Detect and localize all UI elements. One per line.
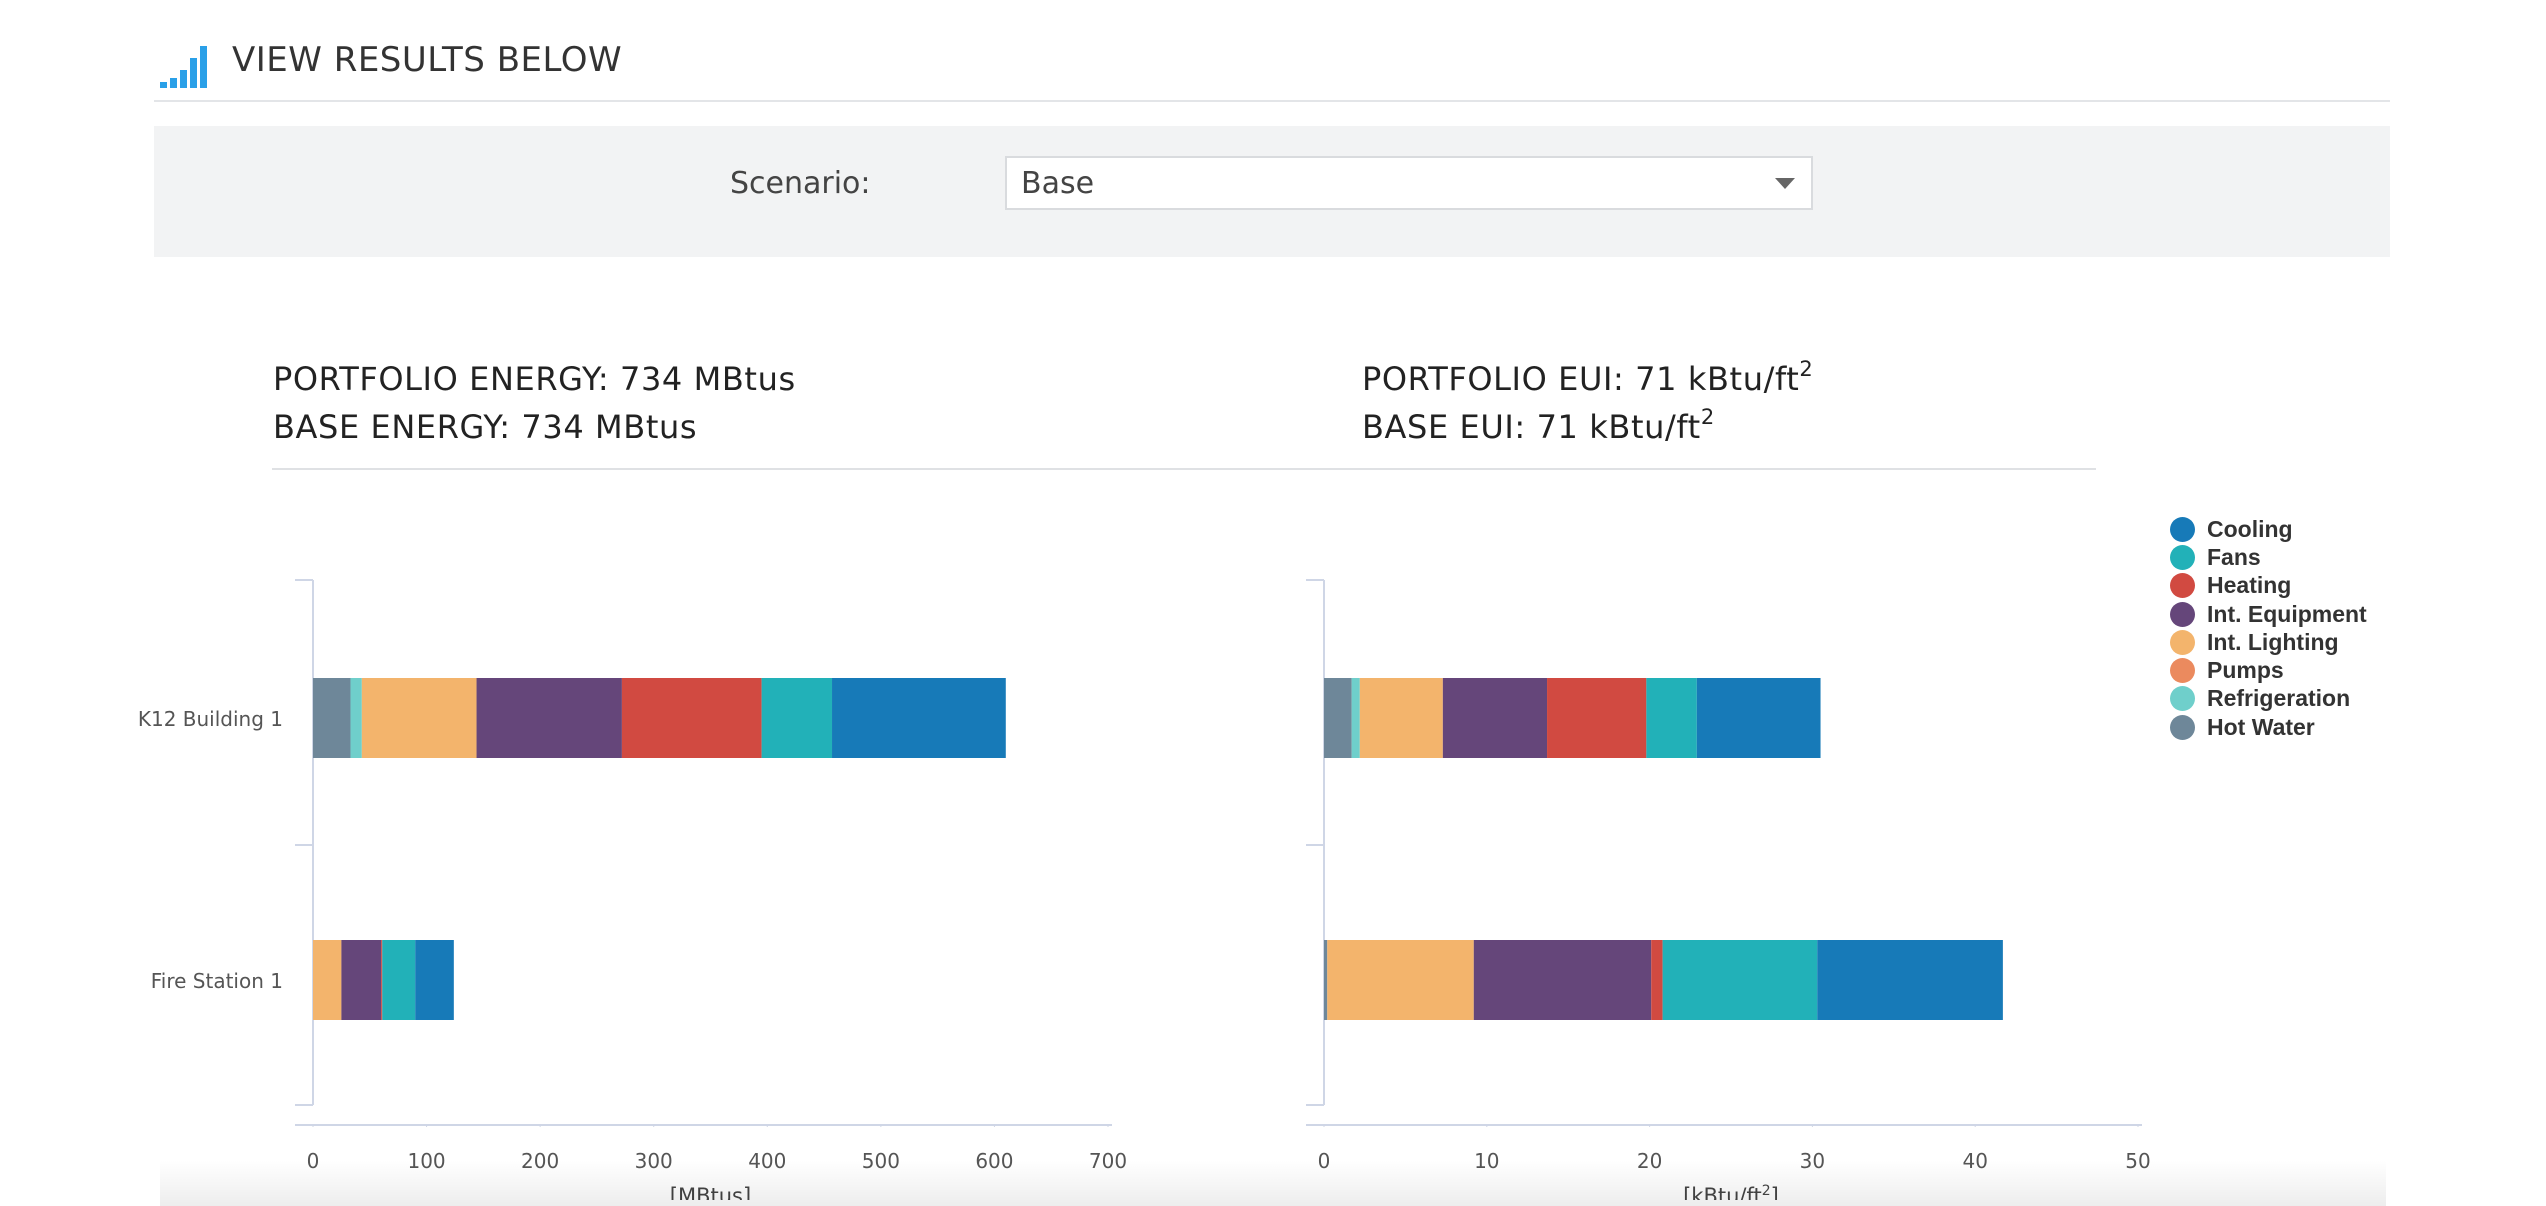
- base-energy: BASE ENERGY: 734 MBtus: [273, 408, 698, 446]
- bar-segment[interactable]: [313, 940, 342, 1020]
- bar-segment[interactable]: [382, 940, 416, 1020]
- category-label: K12 Building 1: [138, 707, 283, 731]
- legend-label: Cooling: [2207, 515, 2293, 542]
- legend-label: Refrigeration: [2207, 685, 2351, 712]
- chart-legend: Cooling Fans Heating Int. Equipment Int. Lig…: [2170, 515, 2367, 741]
- legend-item[interactable]: Int. Lighting: [2170, 628, 2367, 656]
- bar-segment[interactable]: [1442, 678, 1548, 758]
- bar-segment[interactable]: [1359, 678, 1443, 758]
- legend-item[interactable]: Cooling: [2170, 515, 2367, 543]
- bar-segment[interactable]: [476, 678, 622, 758]
- x-tick-label: 700: [1089, 1149, 1127, 1173]
- bar-segment[interactable]: [621, 678, 762, 758]
- base-eui: BASE EUI: 71 kBtu/ft2: [1362, 405, 1715, 446]
- bar-segment[interactable]: [1662, 940, 1818, 1020]
- legend-item[interactable]: Pumps: [2170, 656, 2367, 684]
- x-tick-label: 40: [1962, 1149, 1987, 1173]
- x-tick-label: 200: [521, 1149, 559, 1173]
- legend-swatch: [2170, 686, 2195, 712]
- bar-segment[interactable]: [1324, 940, 1328, 1020]
- bar-segment[interactable]: [381, 940, 383, 1020]
- legend-label: Hot Water: [2207, 713, 2315, 740]
- x-tick-label: 10: [1474, 1149, 1499, 1173]
- portfolio-energy: PORTFOLIO ENERGY: 734 MBtus: [273, 360, 796, 398]
- legend-item[interactable]: Heating: [2170, 572, 2367, 600]
- bar-segment[interactable]: [1646, 678, 1697, 758]
- bar-segment[interactable]: [1547, 678, 1647, 758]
- legend-label: Heating: [2207, 572, 2292, 599]
- legend-swatch: [2170, 573, 2195, 599]
- x-tick-label: 500: [862, 1149, 900, 1173]
- bar-segment[interactable]: [361, 678, 477, 758]
- bar-segment[interactable]: [1651, 940, 1663, 1020]
- x-tick-label: 300: [635, 1149, 673, 1173]
- x-axis-label: [MBtus]: [670, 1184, 751, 1200]
- scenario-bar: Scenario: Base: [154, 126, 2390, 257]
- legend-label: Fans: [2207, 543, 2261, 570]
- scenario-select[interactable]: Base: [1005, 156, 1813, 210]
- legend-item[interactable]: Hot Water: [2170, 713, 2367, 741]
- bar-segment[interactable]: [832, 678, 1006, 758]
- x-tick-label: 100: [407, 1149, 445, 1173]
- x-axis-label: [kBtu/ft2]: [1683, 1183, 1779, 1200]
- eui-chart: 0 10 20 30 40 50 [kBtu/ft2]: [1306, 579, 2151, 1200]
- signal-bars-icon: [160, 46, 207, 88]
- scenario-selected-value: Base: [1021, 166, 1095, 201]
- x-tick-label: 0: [1318, 1149, 1331, 1173]
- legend-item[interactable]: Fans: [2170, 543, 2367, 571]
- bar-segment[interactable]: [1324, 678, 1352, 758]
- footer-shadow: [160, 1160, 2386, 1206]
- bar-segment[interactable]: [1327, 940, 1474, 1020]
- bar-segment[interactable]: [350, 678, 362, 758]
- divider: [272, 468, 2096, 470]
- legend-label: Pumps: [2207, 657, 2284, 684]
- page-title: VIEW RESULTS BELOW: [232, 40, 623, 80]
- portfolio-eui: PORTFOLIO EUI: 71 kBtu/ft2: [1362, 357, 1814, 398]
- x-tick-label: 20: [1637, 1149, 1662, 1173]
- results-header: VIEW RESULTS BELOW: [154, 34, 2390, 102]
- bar-segment[interactable]: [1473, 940, 1652, 1020]
- category-label: Fire Station 1: [151, 969, 283, 993]
- legend-swatch: [2170, 658, 2195, 684]
- legend-swatch: [2170, 516, 2195, 542]
- bar-segment[interactable]: [1817, 940, 2003, 1020]
- bar-segment[interactable]: [761, 678, 833, 758]
- bar-segment[interactable]: [1696, 678, 1821, 758]
- bar-segment[interactable]: [1351, 678, 1360, 758]
- legend-item[interactable]: Refrigeration: [2170, 685, 2367, 713]
- bar-segment[interactable]: [415, 940, 454, 1020]
- legend-swatch: [2170, 544, 2195, 570]
- x-tick-label: 600: [975, 1149, 1013, 1173]
- bar-segment[interactable]: [313, 678, 351, 758]
- legend-label: Int. Lighting: [2207, 628, 2339, 655]
- legend-swatch: [2170, 601, 2195, 627]
- energy-chart: 0 100 200 300 400 500 600 700 [MBtus] K12 Buildin…: [138, 579, 1127, 1200]
- chevron-down-icon: [1775, 178, 1795, 189]
- legend-swatch: [2170, 714, 2195, 740]
- legend-label: Int. Equipment: [2207, 600, 2367, 627]
- scenario-label: Scenario:: [730, 166, 871, 201]
- x-tick-label: 0: [307, 1149, 320, 1173]
- legend-item[interactable]: Int. Equipment: [2170, 600, 2367, 628]
- x-tick-label: 400: [748, 1149, 786, 1173]
- legend-swatch: [2170, 629, 2195, 655]
- bar-segment[interactable]: [341, 940, 382, 1020]
- x-tick-label: 50: [2125, 1149, 2150, 1173]
- x-tick-label: 30: [1800, 1149, 1825, 1173]
